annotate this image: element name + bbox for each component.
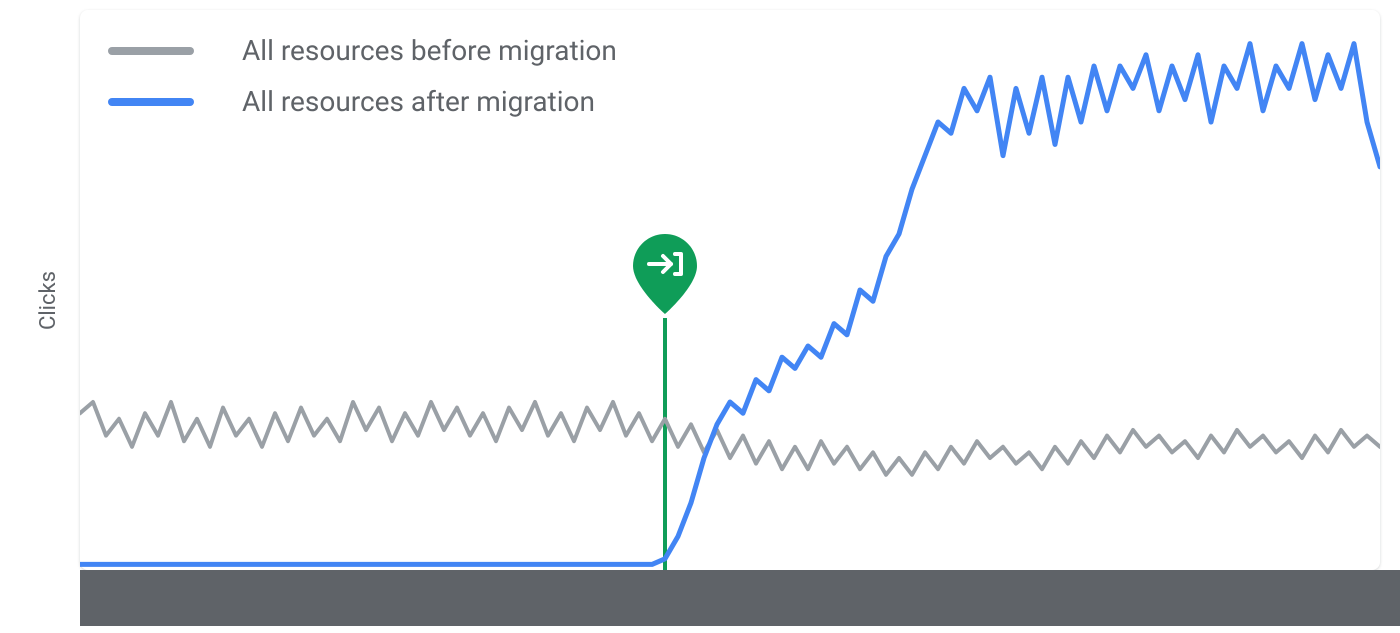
plot-card: All resources before migration All resou… [80,10,1380,570]
series-after-line [80,44,1380,565]
migration-marker-pin [633,234,697,318]
migrate-icon [633,234,697,314]
series-before-line [80,402,1380,475]
bottom-bar [80,570,1400,626]
y-axis-label: Clicks [36,271,61,330]
plot-svg [80,10,1380,570]
chart-stage: Clicks All resources before migration Al… [0,0,1400,633]
